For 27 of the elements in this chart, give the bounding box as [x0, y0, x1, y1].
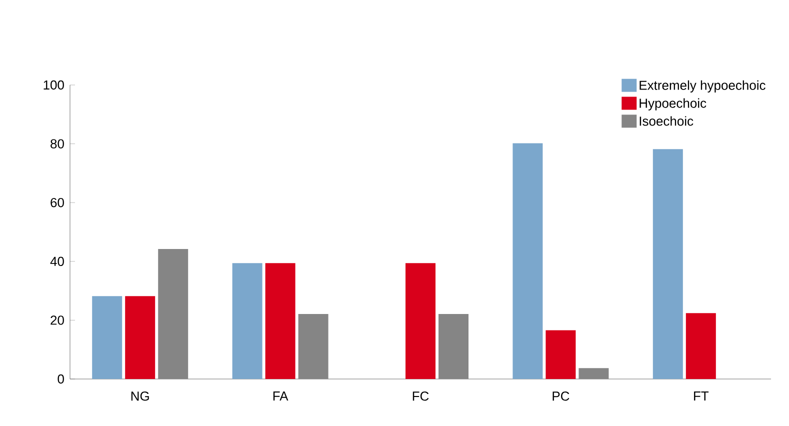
bar: [232, 263, 262, 379]
bar: [652, 149, 683, 379]
legend-label: Hypoechoic: [640, 98, 706, 110]
bar: [406, 263, 436, 379]
bar: [546, 330, 576, 379]
y-tick-label: 80: [50, 139, 64, 148]
y-tick-label: 0: [58, 374, 64, 384]
bar: [92, 296, 122, 379]
bar: [438, 314, 469, 379]
bar: [265, 263, 296, 379]
y-tick-label: 40: [50, 256, 64, 266]
y-tick-label: 20: [50, 316, 64, 325]
legend-label: Extremely hypoechoic: [640, 80, 766, 92]
bar: [298, 314, 328, 379]
x-tick-label: NG: [131, 392, 149, 401]
bar: [578, 368, 609, 379]
bar: [686, 313, 716, 379]
x-tick-label: FC: [412, 392, 429, 401]
legend-label: Isoechoic: [640, 116, 694, 126]
x-tick-label: FT: [694, 392, 709, 400]
bar: [125, 296, 156, 379]
bar: [158, 249, 188, 379]
y-tick-label: 60: [50, 198, 64, 208]
x-tick-label: FA: [273, 392, 288, 400]
bar: [512, 143, 543, 379]
x-tick-label: PC: [552, 392, 570, 401]
y-tick-label: 100: [44, 80, 64, 90]
